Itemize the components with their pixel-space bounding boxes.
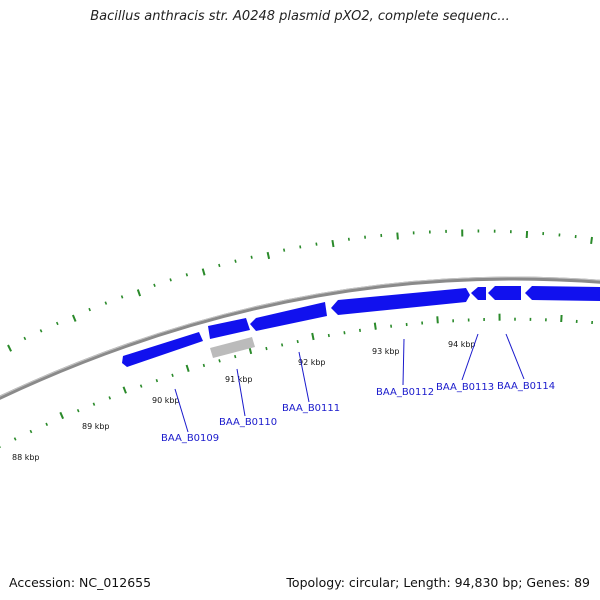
- minor-tick: [171, 373, 174, 377]
- minor-tick: [315, 242, 318, 246]
- accession-label: Accession: NC_012655: [9, 575, 152, 590]
- minor-tick: [139, 384, 143, 388]
- minor-tick: [343, 331, 346, 335]
- leader-BAA_B0114: [505, 333, 525, 380]
- gene-arrow-BAA_B0110-other[interactable]: [210, 337, 255, 358]
- gene-label-BAA_B0113[interactable]: BAA_B0113: [436, 382, 494, 393]
- major-tick: [331, 239, 335, 248]
- minor-tick: [234, 354, 237, 359]
- major-tick: [201, 268, 206, 276]
- gene-arrow-BAA_B0112[interactable]: [331, 288, 470, 315]
- major-tick: [136, 289, 142, 297]
- minor-tick: [202, 363, 206, 368]
- gene-arrow-BAA_B0111[interactable]: [250, 302, 327, 331]
- minor-tick: [185, 273, 189, 277]
- topology-summary: Topology: circular; Length: 94,830 bp; G…: [286, 575, 590, 590]
- minor-tick: [55, 321, 59, 326]
- scale-label-88: 88 kbp: [12, 453, 40, 462]
- minor-tick: [250, 255, 253, 259]
- major-tick: [266, 251, 271, 260]
- gene-label-BAA_B0110[interactable]: BAA_B0110: [219, 417, 277, 428]
- minor-tick: [281, 343, 284, 347]
- minor-tick: [153, 283, 156, 287]
- backbone-ring: [0, 276, 600, 400]
- minor-tick: [283, 248, 286, 252]
- major-tick: [7, 344, 12, 352]
- leader-BAA_B0113: [461, 333, 479, 381]
- minor-tick: [327, 333, 330, 338]
- scale-label-92: 92 kbp: [298, 358, 326, 367]
- scale-label-94: 94 kbp: [448, 340, 476, 349]
- scale-label-89: 89 kbp: [82, 422, 110, 431]
- minor-tick: [23, 336, 27, 341]
- minor-tick: [45, 422, 49, 427]
- leader-BAA_B0110: [236, 368, 246, 417]
- minor-tick: [299, 245, 302, 249]
- minor-tick: [92, 402, 96, 406]
- page-title: Bacillus anthracis str. A0248 plasmid pX…: [90, 9, 510, 24]
- gene-label-BAA_B0111[interactable]: BAA_B0111: [282, 403, 340, 414]
- gene-leader-lines: [174, 333, 525, 433]
- gene-arrow-BAA_B0109[interactable]: [122, 332, 203, 367]
- minor-tick: [108, 396, 112, 400]
- minor-tick: [120, 295, 124, 299]
- minor-tick: [265, 346, 268, 351]
- leader-BAA_B0112: [402, 338, 405, 386]
- major-tick: [436, 316, 439, 324]
- gene-label-BAA_B0114[interactable]: BAA_B0114: [497, 381, 555, 392]
- gene-arrow-BAA_B0113[interactable]: [471, 287, 486, 300]
- minor-tick: [155, 378, 159, 383]
- gene-label-BAA_B0109[interactable]: BAA_B0109: [161, 433, 219, 444]
- major-tick: [122, 386, 127, 394]
- minor-tick: [76, 408, 80, 413]
- leader-BAA_B0111: [298, 351, 310, 403]
- scale-label-93: 93 kbp: [372, 347, 400, 356]
- gene-arrow-BAA_B0114a[interactable]: [488, 286, 521, 300]
- major-tick: [396, 232, 399, 240]
- minor-tick: [218, 359, 221, 363]
- minor-tick: [218, 263, 221, 268]
- gene-arrow-BAA_B0110[interactable]: [208, 318, 250, 339]
- major-tick: [71, 314, 77, 322]
- minor-tick: [169, 278, 172, 282]
- backbone-ring-highlight: [0, 276, 600, 397]
- minor-tick: [88, 307, 91, 312]
- major-tick: [59, 411, 65, 420]
- major-tick: [590, 236, 593, 245]
- minor-tick: [104, 301, 108, 305]
- outer-tick-ring: [7, 229, 593, 352]
- major-tick: [311, 332, 315, 341]
- minor-tick: [234, 259, 237, 263]
- gene-label-BAA_B0112[interactable]: BAA_B0112: [376, 387, 434, 398]
- major-tick: [185, 364, 190, 372]
- minor-tick: [39, 329, 43, 333]
- minor-tick: [29, 429, 33, 434]
- minor-tick: [296, 339, 299, 344]
- minor-tick: [13, 437, 17, 441]
- major-tick: [373, 322, 377, 330]
- inner-tick-ring: [0, 313, 593, 448]
- gene-arrow-BAA_B0114b[interactable]: [525, 286, 600, 301]
- scale-label-90: 90 kbp: [152, 396, 180, 405]
- leader-BAA_B0109: [174, 388, 189, 433]
